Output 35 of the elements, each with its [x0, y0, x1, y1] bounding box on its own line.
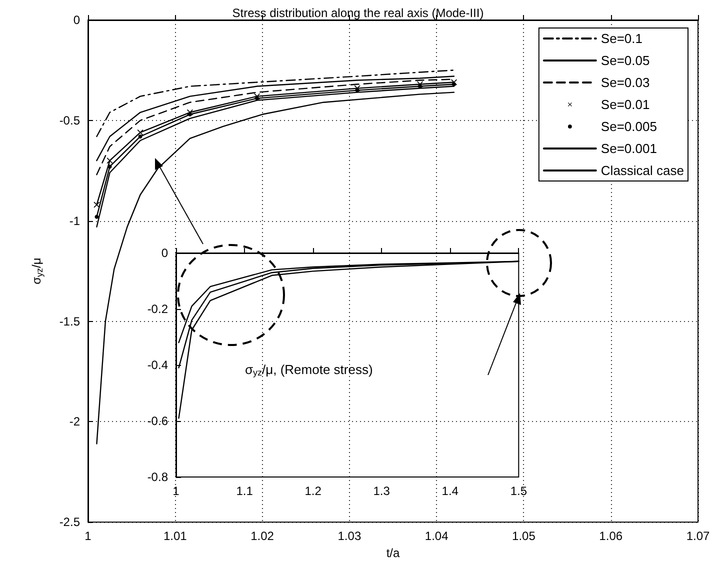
y-axis-title: σyz/μ — [30, 258, 44, 284]
x-tick-label: 1.4 — [442, 484, 459, 498]
x-tick-label: 1.05 — [512, 529, 536, 544]
y-tick-label: -2.5 — [59, 515, 80, 530]
legend-label: Se=0.05 — [600, 53, 650, 68]
x-tick-label: 1.03 — [338, 529, 362, 544]
legend-label: Se=0.03 — [600, 75, 650, 90]
x-tick-label: 1.04 — [424, 529, 449, 544]
x-tick-label: 1.01 — [163, 529, 188, 544]
x-axis-title: t/a — [386, 546, 400, 560]
y-tick-label: -1.5 — [59, 314, 80, 328]
x-tick-label: 1.02 — [250, 529, 274, 544]
y-tick-label: -0.4 — [147, 358, 168, 372]
legend-label: Classical case — [600, 163, 684, 178]
x-tick-label: 1 — [172, 484, 180, 498]
x-tick-label: 1 — [84, 529, 92, 544]
legend-label: Se=0.01 — [600, 97, 650, 112]
legend-label: Se=0.1 — [600, 31, 642, 46]
x-tick-label: 1.2 — [304, 484, 322, 498]
y-tick-label: -0.8 — [147, 470, 168, 484]
y-tick-label: -0.5 — [59, 113, 80, 128]
x-tick-label: 1.5 — [510, 484, 528, 498]
x-tick-label: 1.1 — [236, 484, 254, 498]
y-tick-label: -1 — [69, 214, 80, 228]
x-tick-label: 1.06 — [599, 529, 623, 544]
y-tick-label: -2 — [69, 414, 80, 429]
y-tick-label: 0 — [161, 246, 168, 260]
y-tick-label: -0.6 — [147, 414, 168, 428]
legend-label: Se=0.001 — [600, 141, 657, 156]
y-tick-label: -0.2 — [147, 302, 168, 316]
legend-label: Se=0.005 — [600, 119, 657, 134]
chart-title: Stress distribution along the real axis (Mode-III) — [232, 6, 484, 20]
x-tick-label: 1.07 — [686, 529, 710, 544]
x-tick-label: 1.3 — [373, 484, 390, 498]
y-tick-label: 0 — [73, 13, 80, 27]
